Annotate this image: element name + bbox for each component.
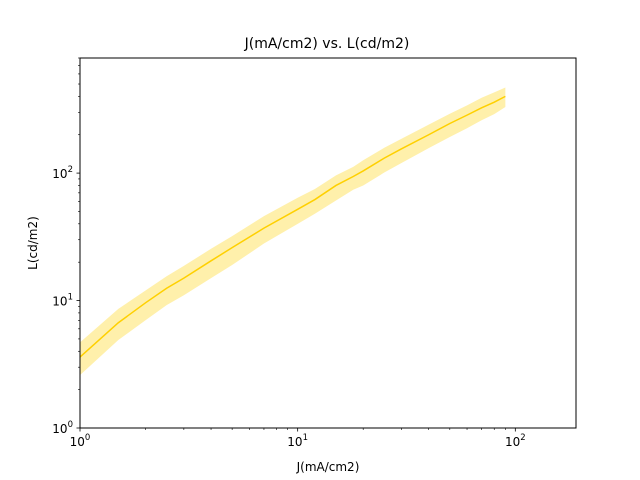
x-axis-label: J(mA/cm2) [296, 460, 360, 474]
axes-frame [79, 57, 577, 429]
y-tick-label: 101 [52, 293, 73, 309]
x-tick-label: 100 [70, 433, 91, 449]
x-tick-label: 102 [505, 433, 526, 449]
series-0-line [79, 95, 506, 358]
y-tick-label: 102 [52, 165, 73, 181]
y-axis-label: L(cd/m2) [26, 216, 40, 270]
plot-area [79, 87, 506, 376]
chart-title: J(mA/cm2) vs. L(cd/m2) [244, 36, 410, 52]
x-tick-label: 101 [287, 433, 308, 449]
y-tick-label: 100 [52, 420, 73, 436]
series-0-band [80, 87, 506, 376]
